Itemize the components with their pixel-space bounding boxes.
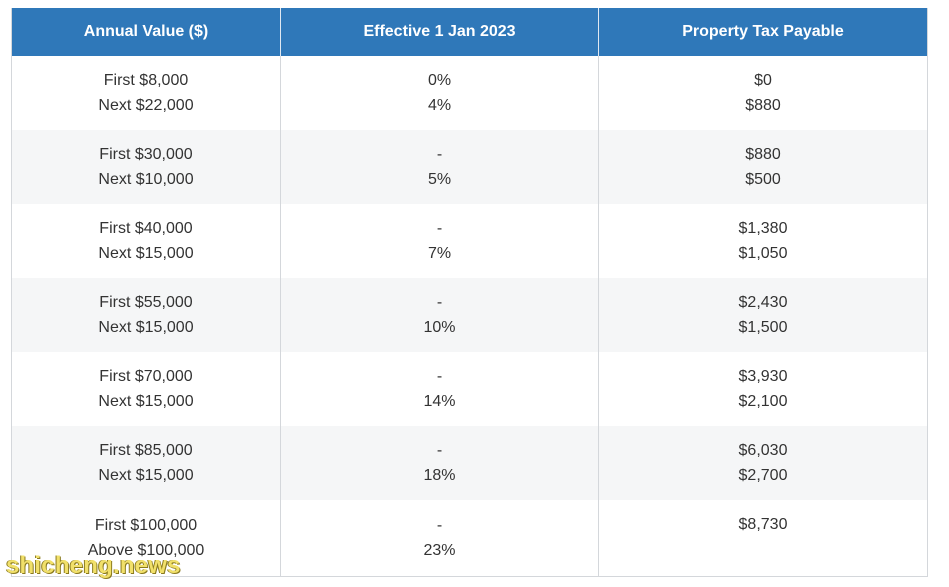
tax-cell: $6,030 $2,700: [599, 426, 927, 500]
tax-cell: $1,380 $1,050: [599, 204, 927, 278]
tax-line: $2,430: [738, 294, 788, 311]
annual-value-cell: First $30,000 Next $10,000: [12, 130, 281, 204]
rate-line: 4%: [427, 97, 452, 114]
tax-line: $8,730: [738, 516, 788, 533]
tax-line: $3,930: [738, 368, 788, 385]
annual-value-cell: First $40,000 Next $15,000: [12, 204, 281, 278]
rate-line: 0%: [427, 72, 452, 89]
tax-line: $0: [754, 72, 772, 89]
header-tax-payable: Property Tax Payable: [682, 23, 844, 40]
rate-line: -: [436, 368, 443, 385]
annual-value-cell: First $55,000 Next $15,000: [12, 278, 281, 352]
annual-value-line: Next $22,000: [98, 97, 194, 114]
table-header: Annual Value ($) Effective 1 Jan 2023 Pr…: [12, 8, 927, 56]
watermark: shicheng.news: [6, 552, 181, 579]
rate-line: -: [436, 442, 443, 459]
table-row: First $85,000 Next $15,000 - 18% $6,030 …: [12, 426, 927, 500]
annual-value-line: Next $15,000: [98, 393, 194, 410]
annual-value-line: First $30,000: [99, 146, 193, 163]
rate-cell: - 10%: [281, 278, 599, 352]
annual-value-cell: First $100,000 Above $100,000: [12, 500, 281, 576]
rate-line: -: [436, 517, 443, 534]
tax-line: $2,100: [738, 393, 788, 410]
rate-line: 10%: [423, 319, 456, 336]
tax-line: $880: [745, 146, 781, 163]
annual-value-line: Above $100,000: [87, 542, 205, 559]
header-effective-rate: Effective 1 Jan 2023: [281, 8, 599, 56]
rate-cell: - 18%: [281, 426, 599, 500]
rate-line: 23%: [423, 542, 456, 559]
tax-cell: $8,730: [599, 500, 927, 576]
tax-cell: $3,930 $2,100: [599, 352, 927, 426]
annual-value-line: First $55,000: [99, 294, 193, 311]
table-row: First $40,000 Next $15,000 - 7% $1,380 $…: [12, 204, 927, 278]
table-row: First $8,000 Next $22,000 0% 4% $0 $880: [12, 56, 927, 130]
tax-cell: $0 $880: [599, 56, 927, 130]
tax-cell: $2,430 $1,500: [599, 278, 927, 352]
annual-value-line: Next $15,000: [98, 319, 194, 336]
annual-value-line: First $8,000: [103, 72, 189, 89]
property-tax-table: Annual Value ($) Effective 1 Jan 2023 Pr…: [11, 8, 928, 577]
tax-cell: $880 $500: [599, 130, 927, 204]
rate-line: -: [436, 220, 443, 237]
tax-line: $880: [745, 97, 781, 114]
annual-value-line: Next $10,000: [98, 171, 194, 188]
rate-cell: - 23%: [281, 500, 599, 576]
annual-value-line: First $100,000: [94, 517, 198, 534]
annual-value-line: Next $15,000: [98, 245, 194, 262]
table-row: First $30,000 Next $10,000 - 5% $880 $50…: [12, 130, 927, 204]
annual-value-line: First $70,000: [99, 368, 193, 385]
annual-value-cell: First $70,000 Next $15,000: [12, 352, 281, 426]
annual-value-cell: First $8,000 Next $22,000: [12, 56, 281, 130]
table-row: First $55,000 Next $15,000 - 10% $2,430 …: [12, 278, 927, 352]
rate-cell: - 7%: [281, 204, 599, 278]
tax-line: $1,050: [738, 245, 788, 262]
tax-line: $1,380: [738, 220, 788, 237]
annual-value-cell: First $85,000 Next $15,000: [12, 426, 281, 500]
table-row: First $100,000 Above $100,000 - 23% $8,7…: [12, 500, 927, 576]
annual-value-line: First $85,000: [99, 442, 193, 459]
rate-cell: - 14%: [281, 352, 599, 426]
rate-line: 14%: [423, 393, 456, 410]
tax-line: $2,700: [738, 467, 788, 484]
tax-line: $6,030: [738, 442, 788, 459]
rate-line: 7%: [427, 245, 452, 262]
annual-value-line: First $40,000: [99, 220, 193, 237]
rate-line: 5%: [427, 171, 452, 188]
rate-line: 18%: [423, 467, 456, 484]
rate-line: -: [436, 294, 443, 311]
tax-line: $1,500: [738, 319, 788, 336]
rate-cell: - 5%: [281, 130, 599, 204]
rate-cell: 0% 4%: [281, 56, 599, 130]
rate-line: -: [436, 146, 443, 163]
table-row: First $70,000 Next $15,000 - 14% $3,930 …: [12, 352, 927, 426]
annual-value-line: Next $15,000: [98, 467, 194, 484]
tax-line: $500: [745, 171, 781, 188]
header-annual-value: Annual Value ($): [12, 8, 281, 56]
